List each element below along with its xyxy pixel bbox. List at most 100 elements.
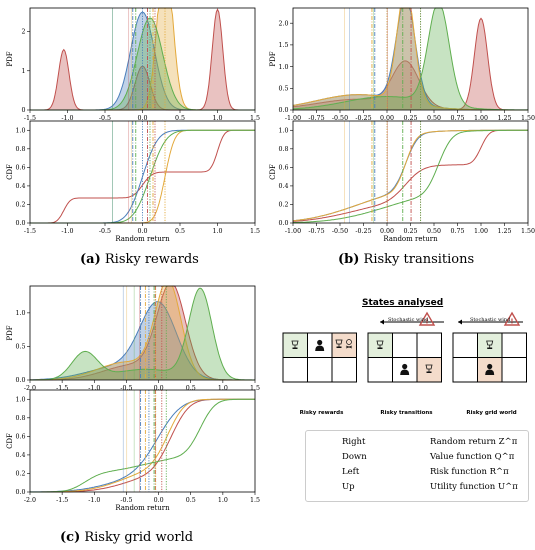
y-tick-label: 0.2: [15, 202, 25, 209]
x-tick-label: 0.75: [450, 228, 464, 235]
y-tick-label: 0.0: [15, 220, 25, 227]
y-tick-label: 1.0: [278, 64, 288, 71]
state-grid-gridworld: [452, 332, 527, 383]
axes-c-cdf: -2.0 -1.5 -1.0 -0.5 0.0 0.5 1.0 1.5 0.0 0.2 0.4 0.6…: [6, 389, 260, 512]
wind-label-gridworld: Stochastic wind: [470, 317, 511, 323]
plot-area: [30, 286, 255, 380]
y-tick-label: 0.8: [15, 146, 25, 153]
x-tick-label: -0.5: [99, 115, 111, 122]
x-tick-label: -0.5: [120, 497, 132, 504]
y-tick-label: 0.0: [15, 489, 25, 496]
axes-a-cdf: -1.5 -1.0 -0.5 0.0 0.5 1.0 1.5 0.0 0.2 0.4 0.6 0.8 1…: [6, 120, 260, 243]
pdf-area-right: [30, 286, 255, 380]
trophy-icon: [291, 340, 299, 346]
pdf-area-right: [30, 9, 255, 110]
x-tick-label: 0.25: [403, 228, 417, 235]
y-tick-label: 0.4: [278, 183, 288, 190]
y-tick-label: 0.8: [278, 146, 288, 153]
x-tick-label: -0.75: [308, 228, 324, 235]
y-tick-label: 0.0: [278, 107, 288, 114]
x-tick-label: 1.5: [250, 497, 260, 504]
x-tick-label: -1.00: [285, 115, 301, 122]
y-tick-label: 1.0: [15, 396, 25, 403]
plot-area: [293, 121, 528, 223]
x-tick-label: 0.75: [450, 115, 464, 122]
x-tick-label: -0.75: [308, 115, 324, 122]
axes-c-pdf: -2.0 -1.5 -1.0 -0.5 0.0 0.5 1.0 1.5 0.0 0.5 1.0 PDF: [6, 285, 260, 392]
trophy-icon: [425, 364, 433, 370]
plot-area: [30, 390, 255, 492]
axes-b-cdf: -1.00 -0.75 -0.50 -0.25 0.00 0.25 0.50 0.75 1.00…: [269, 120, 535, 243]
x-tick-label: -0.5: [120, 385, 132, 392]
x-tick-label: -0.50: [332, 228, 348, 235]
pdf-line-up: [30, 287, 255, 381]
x-tick-label: -2.0: [24, 497, 36, 504]
pdf-line-right: [292, 17, 528, 111]
trophy-base-icon: [336, 346, 342, 348]
agent-icon: [487, 363, 493, 370]
x-tick-label: -1.5: [56, 497, 68, 504]
y-tick-label: 1.0: [15, 127, 25, 134]
grid-caption-transitions: Risky transitions: [380, 410, 433, 416]
crossbone-icon: [345, 345, 353, 349]
x-tick-label: -1.0: [61, 228, 73, 235]
plot-area: [30, 8, 255, 110]
axes-frame: [292, 120, 529, 224]
agent-body-icon: [315, 345, 325, 351]
x-tick-label: 1.0: [218, 385, 228, 392]
x-tick-label: 0.50: [427, 228, 441, 235]
trophy-base-icon: [292, 347, 298, 349]
states-analysed-title: States analysed: [362, 298, 444, 308]
y-tick-label: 2: [21, 29, 25, 36]
x-tick-label: 0.00: [380, 228, 394, 235]
warning-icon-transitions-mark: !: [425, 318, 428, 326]
x-tick-label: 1.5: [250, 228, 260, 235]
y-tick-label: 0.5: [278, 85, 288, 92]
trophy-base-icon: [426, 371, 432, 373]
x-tick-label: -1.5: [56, 385, 68, 392]
y-tick-label: 1.0: [15, 310, 25, 317]
x-tick-label: 1.25: [497, 228, 511, 235]
grid-caption-rewards: Risky rewards: [299, 410, 344, 416]
trophy-icon: [335, 339, 343, 345]
agent-icon: [317, 339, 323, 346]
y-tick-label: 0.0: [15, 377, 25, 384]
warning-icon-gridworld: [503, 311, 521, 326]
x-tick-label: 0.0: [137, 228, 147, 235]
trophy-icon: [376, 340, 384, 346]
pdf-area-right: [293, 18, 528, 110]
agent-icon: [402, 363, 408, 370]
x-axis-label: Random return: [115, 235, 170, 243]
legend-utility-function: Utility function U^π: [430, 482, 518, 492]
axes-frame: [292, 7, 529, 111]
agent-body-icon: [485, 369, 495, 375]
axes-frame: [29, 7, 256, 111]
wind-label-transitions: Stochastic wind: [388, 317, 429, 323]
y-tick-label: 0.5: [15, 344, 25, 351]
x-tick-label: -1.0: [88, 385, 100, 392]
x-tick-label: -1.5: [24, 115, 36, 122]
pdf-area-left: [293, 8, 528, 110]
grid-caption-gridworld: Risky grid world: [466, 410, 517, 416]
axes-frame: [29, 389, 256, 493]
x-tick-label: 1.5: [250, 385, 260, 392]
x-tick-label: -1.0: [61, 115, 73, 122]
plot-area: [293, 8, 528, 110]
y-tick-label: 0.0: [278, 220, 288, 227]
cdf-line-left: [30, 398, 255, 493]
trophy-base-icon: [487, 347, 493, 349]
y-tick-label: 1.5: [278, 42, 288, 49]
pdf-area-down: [293, 8, 528, 110]
cdf-line-right: [30, 129, 255, 224]
x-tick-label: 0.5: [186, 385, 196, 392]
caption-a: (a) Risky rewards: [80, 252, 199, 267]
pdf-area-down: [30, 301, 255, 380]
pdf-area-left: [30, 286, 255, 380]
y-tick-label: 0.6: [15, 165, 25, 172]
x-tick-label: -2.0: [24, 385, 36, 392]
x-tick-label: 1.50: [521, 115, 535, 122]
y-tick-label: 0.6: [15, 434, 25, 441]
skull-icon: [346, 339, 352, 345]
x-tick-label: -0.25: [355, 115, 371, 122]
